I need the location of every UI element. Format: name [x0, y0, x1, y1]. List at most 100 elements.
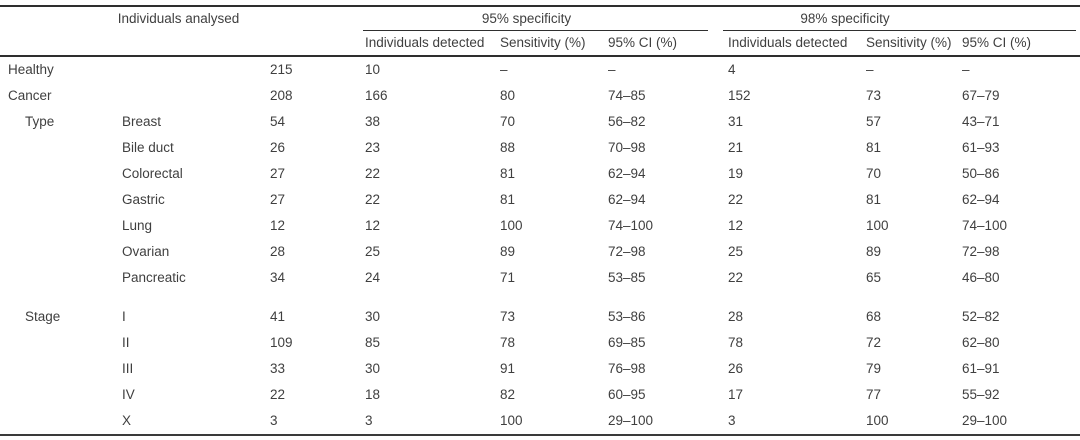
value-cell: 73 [500, 309, 516, 325]
value-cell: 100 [500, 218, 523, 234]
row-sublabel-cell [114, 56, 262, 83]
row-sublabel-cell: II [122, 335, 130, 351]
row-group-label-cell [0, 408, 114, 435]
table-row: Healthy 215 10 – – 4 – – [0, 56, 1080, 83]
value-cell: 18 [365, 387, 381, 403]
value-cell: 38 [365, 114, 381, 130]
row-sublabel-cell: Colorectal [122, 166, 183, 182]
value-cell: 34 [270, 270, 286, 286]
value-cell: 25 [365, 244, 381, 260]
table-row: Type Breast 54 38 70 56–82 31 57 43–71 [0, 109, 1080, 135]
row-group-label-cell [0, 161, 114, 187]
value-cell: – [866, 62, 874, 78]
value-cell: 100 [500, 413, 523, 429]
value-cell: 29–100 [962, 413, 1008, 429]
value-cell: 29–100 [608, 413, 654, 429]
value-cell: 30 [365, 309, 381, 325]
value-cell: 91 [500, 361, 516, 377]
value-cell: 89 [866, 244, 882, 260]
row-sublabel-cell: IV [122, 387, 135, 403]
value-cell: 10 [365, 62, 381, 78]
value-cell: 25 [728, 244, 744, 260]
group-underline-95 [363, 30, 708, 31]
value-cell: 31 [728, 114, 744, 130]
row-group-label-cell: Healthy [8, 62, 54, 78]
value-cell: 43–71 [962, 114, 1000, 130]
value-cell: 78 [728, 335, 744, 351]
header-individuals-detected-95: Individuals detected [357, 31, 492, 57]
col-group-98-specificity: 98% specificity [720, 6, 1080, 31]
value-cell: 67–79 [962, 88, 1000, 104]
value-cell: 81 [866, 140, 882, 156]
empty-header-cell [0, 31, 357, 57]
value-cell: 62–94 [608, 166, 646, 182]
row-group-label-cell [0, 265, 114, 291]
value-cell: 62–80 [962, 335, 1000, 351]
section-spacer-cell [0, 291, 1080, 304]
specificity-results-table: Individuals analysed 95% specificity 98%… [0, 5, 1080, 436]
value-cell: 85 [365, 335, 381, 351]
row-group-label-cell: Cancer [8, 88, 52, 104]
table-row: Colorectal 27 22 81 62–94 19 70 50–86 [0, 161, 1080, 187]
value-cell: 12 [728, 218, 744, 234]
value-cell: 56–82 [608, 114, 646, 130]
value-cell: 22 [728, 270, 744, 286]
group-underline-98 [723, 30, 1076, 31]
value-cell: 71 [500, 270, 516, 286]
value-cell: 53–86 [608, 309, 646, 325]
section-spacer-row [0, 291, 1080, 304]
value-cell: 152 [728, 88, 751, 104]
row-sublabel-cell [114, 83, 262, 109]
value-cell: 65 [866, 270, 882, 286]
value-cell: 26 [270, 140, 286, 156]
group-header-row: Individuals analysed 95% specificity 98%… [0, 6, 1080, 31]
value-cell: 78 [500, 335, 516, 351]
row-group-label-cell [0, 330, 114, 356]
value-cell: 80 [500, 88, 516, 104]
row-group-label-cell: Stage [25, 309, 61, 325]
row-sublabel-cell: Bile duct [122, 140, 174, 156]
value-cell: 208 [270, 88, 293, 104]
row-group-label-cell [0, 239, 114, 265]
table-row: III 33 30 91 76–98 26 79 61–91 [0, 356, 1080, 382]
row-sublabel-cell: Lung [122, 218, 153, 234]
value-cell: 61–91 [962, 361, 1000, 377]
value-cell: 60–95 [608, 387, 646, 403]
table-row: Gastric 27 22 81 62–94 22 81 62–94 [0, 187, 1080, 213]
row-group-label-cell [0, 135, 114, 161]
value-cell: 57 [866, 114, 882, 130]
value-cell: 46–80 [962, 270, 1000, 286]
value-cell: 19 [728, 166, 744, 182]
value-cell: 23 [365, 140, 381, 156]
value-cell: 12 [270, 218, 286, 234]
value-cell: 22 [270, 387, 286, 403]
value-cell: 215 [270, 62, 293, 78]
value-cell: 77 [866, 387, 882, 403]
value-cell: 22 [365, 192, 381, 208]
row-group-label-cell [0, 356, 114, 382]
value-cell: 52–82 [962, 309, 1000, 325]
table-row: X 3 3 100 29–100 3 100 29–100 [0, 408, 1080, 435]
header-sensitivity-98: Sensitivity (%) [858, 31, 954, 57]
value-cell: 22 [728, 192, 744, 208]
value-cell: 4 [728, 62, 736, 78]
value-cell: 22 [365, 166, 381, 182]
row-sublabel-cell: Ovarian [122, 244, 170, 260]
header-sensitivity-95: Sensitivity (%) [492, 31, 600, 57]
table-row: Stage I 41 30 73 53–86 28 68 52–82 [0, 304, 1080, 330]
value-cell: 3 [365, 413, 373, 429]
value-cell: 70–98 [608, 140, 646, 156]
value-cell: 61–93 [962, 140, 1000, 156]
value-cell: – [962, 62, 970, 78]
row-group-label-cell [0, 382, 114, 408]
value-cell: 24 [365, 270, 381, 286]
row-sublabel-cell: Gastric [122, 192, 165, 208]
value-cell: 62–94 [962, 192, 1000, 208]
value-cell: 88 [500, 140, 516, 156]
value-cell: 3 [270, 413, 278, 429]
value-cell: 53–85 [608, 270, 646, 286]
value-cell: 68 [866, 309, 882, 325]
value-cell: 81 [500, 192, 516, 208]
value-cell: 30 [365, 361, 381, 377]
row-group-label-cell [0, 213, 114, 239]
